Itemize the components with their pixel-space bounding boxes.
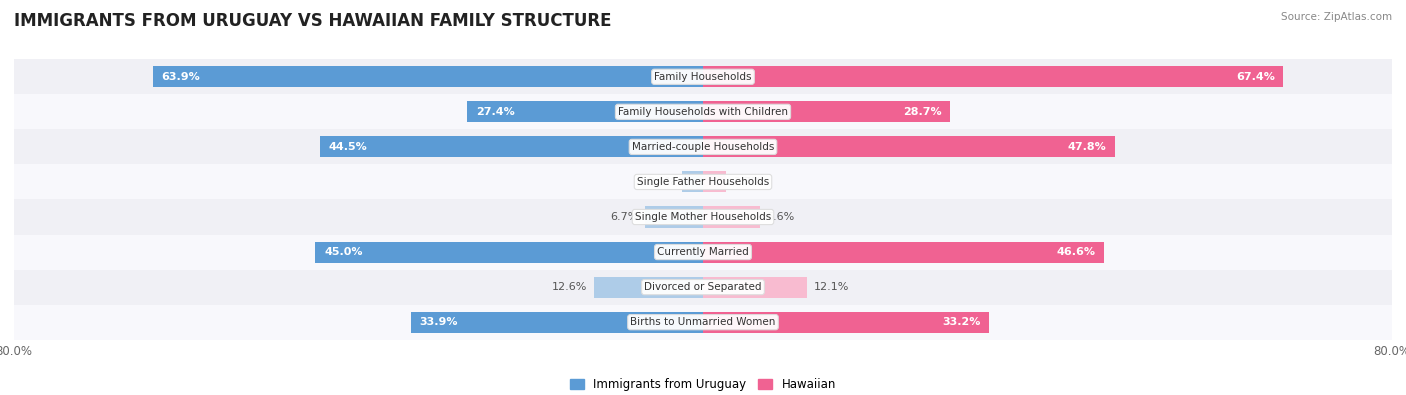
Text: 33.9%: 33.9% [419,317,458,327]
Bar [315,241,703,263]
Text: 45.0%: 45.0% [323,247,363,257]
Text: 2.4%: 2.4% [647,177,675,187]
Text: Currently Married: Currently Married [657,247,749,257]
Text: 44.5%: 44.5% [329,142,367,152]
Bar [703,276,807,298]
Text: 28.7%: 28.7% [903,107,942,117]
Text: 46.6%: 46.6% [1057,247,1095,257]
Legend: Immigrants from Uruguay, Hawaiian: Immigrants from Uruguay, Hawaiian [565,373,841,395]
Text: Source: ZipAtlas.com: Source: ZipAtlas.com [1281,12,1392,22]
Text: Married-couple Households: Married-couple Households [631,142,775,152]
Bar [645,207,703,228]
Bar [595,276,703,298]
Text: 67.4%: 67.4% [1236,72,1275,82]
Text: 27.4%: 27.4% [475,107,515,117]
Bar [703,207,759,228]
Bar [14,199,1392,235]
Bar [14,305,1392,340]
Text: Family Households: Family Households [654,72,752,82]
Text: Single Father Households: Single Father Households [637,177,769,187]
Bar [153,66,703,87]
Text: 33.2%: 33.2% [942,317,980,327]
Bar [14,269,1392,305]
Bar [14,164,1392,199]
Text: 47.8%: 47.8% [1067,142,1107,152]
Bar [703,136,1115,157]
Text: IMMIGRANTS FROM URUGUAY VS HAWAIIAN FAMILY STRUCTURE: IMMIGRANTS FROM URUGUAY VS HAWAIIAN FAMI… [14,12,612,30]
Bar [703,66,1284,87]
Text: 6.7%: 6.7% [610,212,638,222]
Text: 12.6%: 12.6% [553,282,588,292]
Bar [14,59,1392,94]
Bar [682,171,703,192]
Text: 63.9%: 63.9% [162,72,200,82]
Text: 2.7%: 2.7% [733,177,762,187]
Bar [703,312,988,333]
Text: Single Mother Households: Single Mother Households [636,212,770,222]
Bar [14,94,1392,129]
Bar [319,136,703,157]
Text: 12.1%: 12.1% [814,282,849,292]
Text: Family Households with Children: Family Households with Children [619,107,787,117]
Text: Divorced or Separated: Divorced or Separated [644,282,762,292]
Text: Births to Unmarried Women: Births to Unmarried Women [630,317,776,327]
Bar [411,312,703,333]
Bar [14,129,1392,164]
Bar [703,171,727,192]
Bar [703,241,1104,263]
Bar [467,101,703,122]
Bar [14,235,1392,269]
Bar [703,101,950,122]
Text: 6.6%: 6.6% [766,212,794,222]
